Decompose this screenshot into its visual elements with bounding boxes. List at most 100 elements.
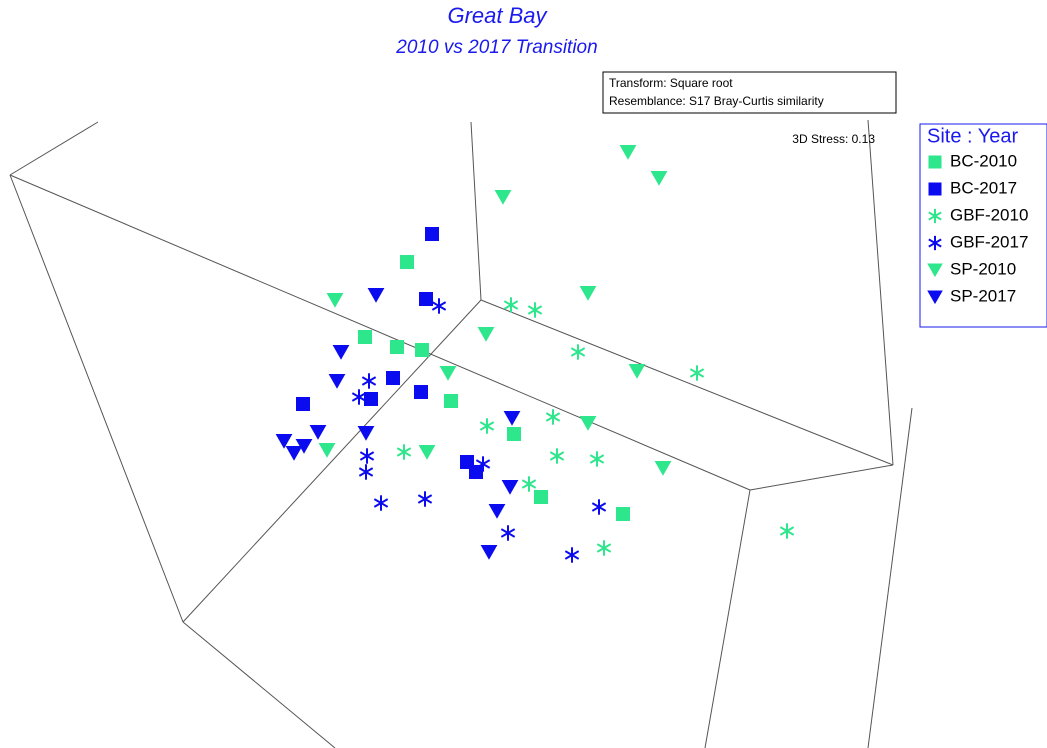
point [689,365,705,381]
point [779,523,795,539]
point [357,426,375,441]
asterisk-stroke [545,412,561,422]
point [431,298,447,314]
asterisk-stroke [361,376,377,386]
asterisk-stroke [779,526,795,536]
point [361,373,377,389]
point [477,327,495,342]
legend-marker [928,208,942,224]
point [650,171,668,186]
asterisk-stroke [689,368,705,378]
point [549,448,565,464]
annotation: Transform: Square root [609,76,733,90]
point [396,444,412,460]
asterisk-stroke [373,498,389,508]
asterisk-stroke [479,421,495,431]
point [654,461,672,476]
annotation: Resemblance: S17 Bray-Curtis similarity [609,94,824,108]
point [296,397,310,411]
asterisk-stroke [589,454,605,464]
point [488,504,506,519]
legend-label: GBF-2010 [950,205,1028,224]
asterisk-stroke [570,347,586,357]
asterisk-stroke [396,447,412,457]
legend-marker [928,182,942,196]
point [417,491,433,507]
asterisk-stroke [527,305,543,315]
legend-label: SP-2010 [950,259,1016,278]
legend-label: GBF-2017 [950,232,1028,251]
asterisk-stroke [596,543,612,553]
point [527,302,543,318]
asterisk-stroke [359,451,375,461]
chart-title: Great Bay [447,3,548,28]
asterisk-stroke [591,502,607,512]
point [332,345,350,360]
point [616,507,630,521]
point [545,409,561,425]
point [415,343,429,357]
point [570,344,586,360]
point [309,425,327,440]
point [619,145,637,160]
point [364,392,378,406]
point [439,366,457,381]
legend-label: BC-2010 [950,151,1017,170]
point [469,465,483,479]
point [501,480,519,495]
point [494,190,512,205]
cube-frame [9,119,913,748]
point [414,385,428,399]
point [386,371,400,385]
asterisk-stroke [564,550,580,560]
asterisk-stroke [351,392,367,402]
point [500,525,516,541]
asterisk-stroke [521,479,537,489]
point [589,451,605,467]
stress-label: 3D Stress: 0.13 [792,132,875,146]
point [425,227,439,241]
point [479,418,495,434]
point [596,540,612,556]
asterisk-stroke [928,211,942,221]
point [534,490,548,504]
point [521,476,537,492]
point [275,434,293,449]
point [480,545,498,560]
point [359,448,375,464]
point [318,443,336,458]
legend-marker [928,235,942,251]
point [326,293,344,308]
point [418,445,436,460]
point [444,394,458,408]
asterisk-stroke [431,301,447,311]
point [373,495,389,511]
point [295,439,313,454]
legend-title: Site : Year [927,125,1019,147]
legend-label: SP-2017 [950,286,1016,305]
point [579,416,597,431]
point [285,446,303,461]
legend-marker [927,290,943,305]
point [419,292,433,306]
legend-marker [928,155,942,169]
asterisk-stroke [358,467,374,477]
asterisk-stroke [417,494,433,504]
point [507,427,521,441]
annotation-box [602,71,897,114]
point [400,255,414,269]
asterisk-stroke [549,451,565,461]
asterisk-stroke [928,238,942,248]
point [503,411,521,426]
point [328,374,346,389]
legend-marker [927,263,943,278]
point [358,330,372,344]
point [390,340,404,354]
legend-label: BC-2017 [950,178,1017,197]
point [564,547,580,563]
point [503,297,519,313]
asterisk-stroke [475,459,491,469]
point [351,389,367,405]
point [591,499,607,515]
